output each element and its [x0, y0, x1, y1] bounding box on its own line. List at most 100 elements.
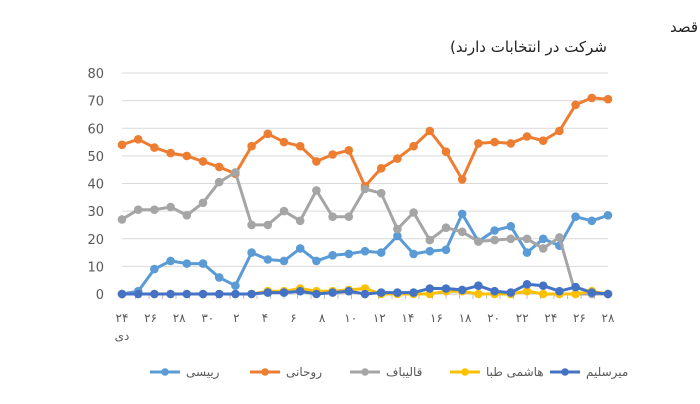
series-line [120, 96, 610, 188]
data-point [198, 259, 208, 268]
data-point [474, 281, 483, 291]
legend-label: رییسی [186, 365, 220, 380]
legend-swatch-marker [261, 368, 269, 376]
y-tick-label: 80 [87, 67, 104, 82]
legend-item: قالیباف [350, 365, 422, 379]
x-tick-label: ۱۰ [344, 311, 357, 325]
data-point [360, 246, 370, 256]
data-point [490, 235, 499, 245]
data-point [571, 282, 580, 292]
data-point [538, 234, 548, 244]
data-point [182, 151, 192, 161]
x-tick-label: ۲۸ [173, 311, 186, 325]
data-point [279, 288, 289, 297]
data-point [247, 289, 256, 299]
data-point [474, 289, 483, 299]
data-point [182, 289, 192, 299]
data-point [474, 139, 483, 148]
y-tick-label: 60 [87, 122, 104, 137]
data-point [603, 211, 613, 220]
y-tick-label: 30 [87, 205, 104, 220]
data-point [506, 234, 516, 244]
legend-label: هاشمی طبا [486, 365, 544, 379]
data-point [425, 235, 435, 245]
data-point [522, 280, 532, 289]
data-point [344, 212, 354, 221]
data-point [312, 289, 321, 299]
y-tick-label: 20 [87, 233, 104, 248]
data-point [360, 289, 370, 299]
data-point [150, 143, 159, 152]
y-tick-label: 10 [87, 260, 104, 275]
data-point [425, 284, 435, 293]
data-point [441, 245, 451, 255]
data-point [344, 286, 354, 296]
x-tick-label: ۲۸ [602, 311, 615, 325]
series-1 [117, 209, 613, 299]
data-point [441, 223, 451, 232]
data-point [150, 289, 159, 299]
data-point [182, 211, 192, 220]
data-point [376, 164, 386, 173]
data-point [506, 222, 516, 231]
data-point [295, 141, 305, 151]
data-point [603, 289, 613, 299]
data-point [279, 256, 289, 266]
x-tick-label: ۲۶ [144, 311, 157, 325]
data-point [457, 285, 467, 295]
data-point [587, 216, 597, 226]
series-3 [117, 168, 613, 299]
series-2 [117, 93, 613, 191]
data-point [344, 249, 354, 259]
data-point [247, 248, 256, 257]
data-point [295, 216, 305, 226]
data-point [133, 289, 143, 299]
data-point [328, 251, 337, 260]
x-tick-label: ۱۴ [401, 311, 414, 325]
data-point [182, 259, 192, 268]
data-point [312, 157, 321, 166]
data-point [166, 202, 175, 212]
legend-swatch-marker [361, 368, 369, 376]
data-point [555, 233, 564, 242]
data-point [133, 135, 143, 144]
x-tick-label: ۲۶ [573, 311, 586, 325]
y-tick-label: 50 [87, 150, 104, 165]
data-point [555, 286, 564, 296]
x-tick-label: ۶ [290, 311, 296, 325]
data-point [587, 288, 597, 297]
data-point [571, 212, 580, 221]
data-point [328, 150, 337, 159]
data-point [522, 234, 532, 244]
legend: رییسی روحانی قالیباف هاشمی طبا میرسلیم [150, 365, 628, 380]
data-point [409, 141, 418, 151]
x-tick-label: ۲۴ [116, 311, 129, 325]
data-point [538, 136, 548, 145]
data-point [409, 288, 418, 297]
data-point [117, 215, 127, 224]
data-point [214, 289, 224, 299]
data-point [312, 256, 321, 266]
data-point [506, 288, 516, 297]
data-point [214, 162, 224, 172]
data-point [247, 141, 256, 151]
y-tick-label: 70 [87, 95, 104, 110]
series-5 [117, 280, 613, 299]
x-tick-label: ۱۲ [373, 311, 386, 325]
x-tick-label: ۲۰ [487, 311, 500, 325]
legend-item: هاشمی طبا [450, 365, 544, 379]
data-point [571, 100, 580, 110]
data-point [490, 226, 499, 235]
data-point [409, 208, 418, 217]
data-point [474, 237, 483, 246]
data-point [263, 255, 273, 264]
data-point [231, 281, 240, 291]
data-point [133, 205, 143, 214]
data-point [538, 281, 548, 291]
data-point [457, 175, 467, 184]
data-point [425, 246, 435, 256]
legend-item: روحانی [250, 365, 322, 380]
data-point [150, 205, 159, 214]
data-point [247, 220, 256, 230]
